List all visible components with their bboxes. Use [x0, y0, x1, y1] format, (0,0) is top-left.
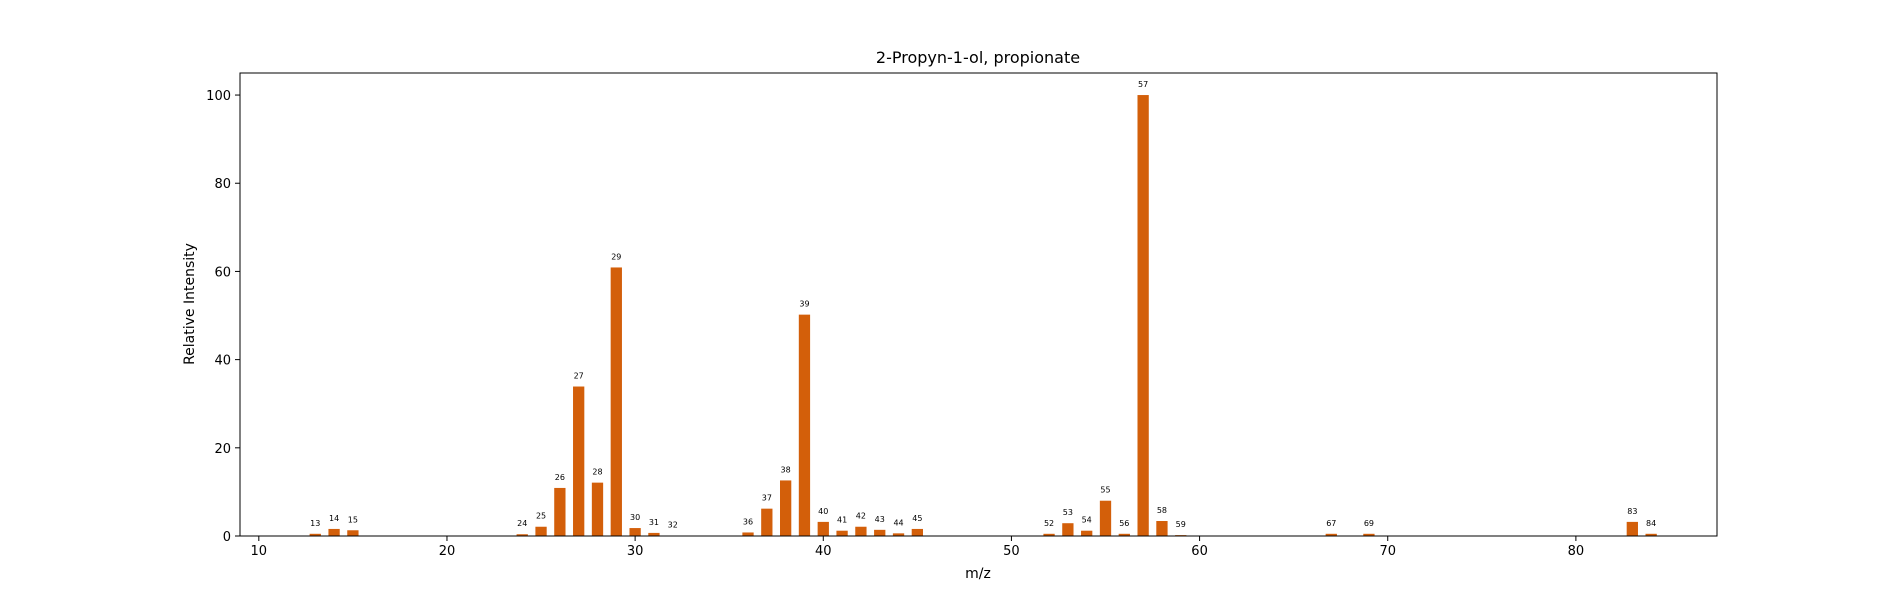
peak-label-mz-38: 38	[781, 465, 791, 474]
peak-label-mz-57: 57	[1138, 80, 1148, 89]
peak-label-mz-45: 45	[912, 514, 922, 523]
bar-mz-40	[817, 521, 829, 536]
bar-mz-53	[1062, 523, 1074, 536]
y-tick-label-20: 20	[214, 442, 231, 457]
peak-label-mz-32: 32	[668, 521, 678, 530]
y-axis-label: Relative Intensity	[182, 243, 198, 365]
x-tick-label-40: 40	[815, 544, 832, 559]
bar-mz-54	[1081, 530, 1093, 536]
bar-mz-15	[347, 530, 359, 536]
peak-label-mz-27: 27	[574, 372, 584, 381]
y-tick-label-100: 100	[206, 89, 231, 104]
peak-label-mz-83: 83	[1627, 507, 1637, 516]
peak-labels-group: 13 14 15 24 25 26 27 28 29 30 31 32 36 37 38 39 40 41 42 43…	[310, 80, 1656, 529]
bar-mz-57	[1137, 95, 1149, 537]
chart-title: 2-Propyn-1-ol, propionate	[876, 48, 1080, 67]
peak-label-mz-40: 40	[818, 507, 828, 516]
x-tick-label-80: 80	[1568, 544, 1585, 559]
y-axis: 0 20 40 60 80 100	[206, 89, 240, 545]
peak-label-mz-41: 41	[837, 516, 847, 525]
peak-label-mz-59: 59	[1176, 520, 1186, 529]
x-axis: 10 20 30 40 50 60 70 80	[251, 536, 1585, 559]
x-tick-label-60: 60	[1191, 544, 1208, 559]
x-axis-label: m/z	[965, 566, 991, 582]
peak-label-mz-24: 24	[517, 519, 527, 528]
x-tick-label-30: 30	[627, 544, 644, 559]
peak-label-mz-58: 58	[1157, 506, 1167, 515]
bar-mz-30	[629, 528, 641, 536]
bar-mz-26	[554, 487, 566, 536]
peak-label-mz-52: 52	[1044, 519, 1054, 528]
peak-label-mz-43: 43	[875, 515, 885, 524]
bar-mz-27	[573, 386, 585, 536]
peak-label-mz-56: 56	[1119, 519, 1129, 528]
bar-mz-38	[780, 480, 792, 536]
bar-mz-67	[1325, 533, 1337, 536]
peak-label-mz-42: 42	[856, 512, 866, 521]
bar-mz-58	[1156, 521, 1168, 536]
peak-label-mz-15: 15	[348, 515, 358, 524]
peak-label-mz-28: 28	[592, 468, 602, 477]
peak-label-mz-14: 14	[329, 514, 339, 523]
y-tick-label-0: 0	[223, 530, 231, 545]
peak-label-mz-44: 44	[893, 518, 903, 527]
peak-label-mz-69: 69	[1364, 519, 1374, 528]
bar-mz-41	[836, 530, 848, 536]
peak-label-mz-54: 54	[1082, 516, 1092, 525]
bar-mz-25	[535, 526, 547, 536]
peak-label-mz-84: 84	[1646, 519, 1656, 528]
x-tick-label-10: 10	[251, 544, 268, 559]
bar-mz-52	[1043, 533, 1055, 536]
bar-mz-56	[1118, 533, 1130, 536]
bar-mz-39	[798, 314, 811, 536]
bar-mz-28	[591, 482, 604, 536]
peak-label-mz-37: 37	[762, 494, 772, 503]
bar-mz-42	[855, 526, 867, 536]
bars-group	[309, 95, 1657, 537]
peak-label-mz-39: 39	[799, 300, 809, 309]
bar-mz-45	[911, 528, 923, 536]
peak-label-mz-29: 29	[611, 252, 621, 261]
y-tick-label-60: 60	[214, 265, 231, 280]
bar-mz-84	[1645, 533, 1657, 536]
peak-label-mz-67: 67	[1326, 519, 1336, 528]
bar-mz-36	[742, 532, 754, 536]
bar-mz-31	[648, 532, 660, 536]
bar-mz-83	[1626, 521, 1638, 536]
bar-mz-55	[1099, 500, 1112, 536]
bar-mz-43	[874, 529, 886, 536]
y-tick-label-80: 80	[214, 177, 231, 192]
peak-label-mz-53: 53	[1063, 508, 1073, 517]
x-tick-label-20: 20	[439, 544, 456, 559]
plot-frame	[239, 72, 1718, 537]
x-tick-label-70: 70	[1379, 544, 1396, 559]
bar-mz-44	[892, 533, 905, 536]
peak-label-mz-13: 13	[310, 519, 320, 528]
peak-label-mz-30: 30	[630, 513, 640, 522]
peak-label-mz-31: 31	[649, 518, 659, 527]
bar-mz-29	[610, 267, 622, 536]
x-tick-label-50: 50	[1003, 544, 1020, 559]
bar-mz-14	[328, 528, 340, 536]
y-tick-label-40: 40	[214, 354, 231, 369]
peak-label-mz-36: 36	[743, 517, 753, 526]
peak-label-mz-26: 26	[555, 473, 565, 482]
bar-mz-69	[1363, 533, 1375, 536]
bar-mz-13	[309, 533, 321, 536]
peak-label-mz-25: 25	[536, 512, 546, 521]
bar-mz-37	[761, 508, 773, 536]
bar-mz-24	[516, 534, 528, 536]
peak-label-mz-55: 55	[1100, 486, 1110, 495]
